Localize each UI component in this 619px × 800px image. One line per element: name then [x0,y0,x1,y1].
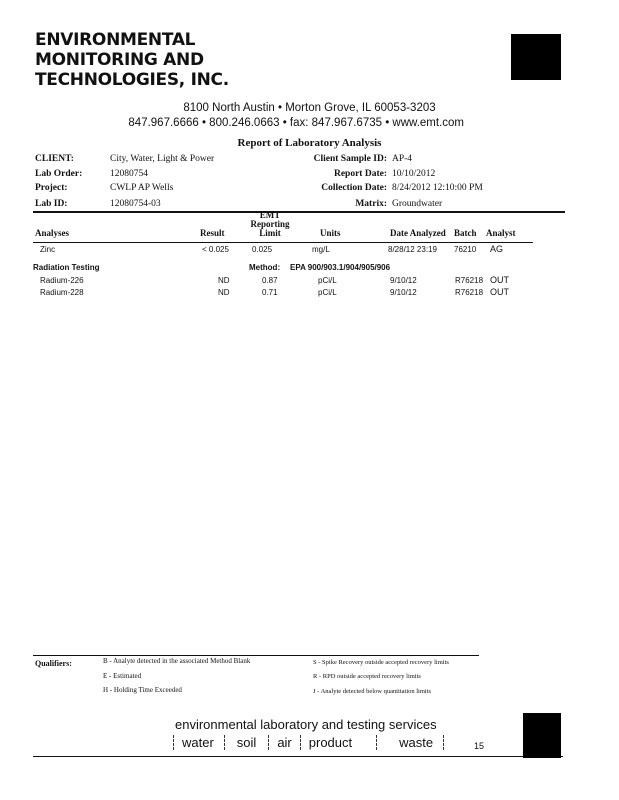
header-divider [33,242,533,243]
project-label: Project: [35,183,68,193]
qualifier-item: H - Holding Time Exceeded [103,686,182,694]
analyst: OUT [490,275,509,285]
service-air: air [268,735,299,750]
batch: R76218 [455,288,484,297]
header-analyst: Analyst [486,228,516,238]
service-waste: waste [376,735,445,750]
qualifier-item: E - Estimated [103,672,142,680]
units: mg/L [312,245,330,254]
header-date-analyzed: Date Analyzed [390,228,446,238]
report-date-label: Report Date: [333,169,387,179]
page-number: 15 [474,741,485,751]
date-analyzed: 9/10/12 [390,288,417,297]
batch: 76210 [454,245,477,254]
report-date-value: 10/10/2012 [392,169,436,179]
analyte: Radium-228 [40,288,84,297]
footer-tagline: environmental laboratory and testing ser… [175,717,437,732]
result: < 0.025 [202,245,229,254]
lab-order-value: 12080754 [110,169,148,179]
company-address: 8100 North Austin • Morton Grove, IL 600… [183,102,436,114]
units: pCi/L [318,276,337,285]
lab-id-label: Lab ID: [35,199,68,209]
client-label: CLIENT: [35,154,74,164]
header-limit-line1: EMT [259,210,281,220]
company-name-line1: ENVIRONMENTAL [35,30,196,50]
analyst: AG [490,244,504,254]
method-value: EPA 900/903.1/904/905/906 [290,263,391,272]
header-batch: Batch [454,228,477,238]
header-reporting-limit: EMT Reporting Limit [245,211,295,238]
reporting-limit: 0.71 [262,288,278,297]
qualifier-item: S - Spike Recovery outside accepted reco… [313,659,449,666]
reporting-limit: 0.025 [252,245,273,254]
header-units: Units [320,228,341,238]
report-title: Report of Laboratory Analysis [237,137,382,149]
lab-id-value: 12080754-03 [110,199,161,209]
service-water: water [173,735,224,750]
batch: R76218 [455,276,484,285]
sample-id-value: AP-4 [392,154,413,164]
divider [33,211,565,213]
company-name-line3: TECHNOLOGIES, INC. [35,70,229,90]
header-analyses: Analyses [35,228,70,238]
lab-order-label: Lab Order: [35,169,83,179]
result: ND [218,288,230,297]
project-value: CWLP AP Wells [110,183,174,193]
company-name-line2: MONITORING AND [35,50,204,70]
collection-date-value: 8/24/2012 12:10:00 PM [392,183,483,193]
matrix-label: Matrix: [355,199,387,209]
date-analyzed: 9/10/12 [390,276,417,285]
footer-divider [33,756,563,757]
company-contact: 847.967.6666 • 800.246.0663 • fax: 847.9… [128,117,464,129]
method-label: Method: [249,263,281,272]
qualifier-item: B - Analyte detected in the associated M… [103,657,251,665]
redaction-block [511,34,561,80]
analyte: Radium-226 [40,276,84,285]
header-result: Result [200,228,225,238]
header-limit-line3: Limit [259,228,281,238]
sample-id-label: Client Sample ID: [313,154,387,164]
analyte: Zinc [40,245,56,254]
qualifiers-label: Qualifiers: [35,659,72,668]
header-limit-line2: Reporting [250,219,290,229]
qualifier-item: J - Analyte detected below quantitation … [313,688,432,695]
service-product: product [299,735,376,750]
qualifier-item: R - RPD outside accepted recovery limits [313,673,421,680]
section-title: Radiation Testing [33,263,100,272]
units: pCi/L [318,288,337,297]
analyst: OUT [490,287,509,297]
matrix-value: Groundwater [392,199,443,209]
date-analyzed: 8/28/12 23:19 [388,245,437,254]
footer-services: water soil air product waste [173,735,445,750]
result: ND [218,276,230,285]
qualifier-divider [33,655,479,656]
redaction-block [523,713,561,758]
service-soil: soil [223,735,269,750]
collection-date-label: Collection Date: [321,183,387,193]
reporting-limit: 0.87 [262,276,278,285]
client-value: City, Water, Light & Power [110,154,215,164]
